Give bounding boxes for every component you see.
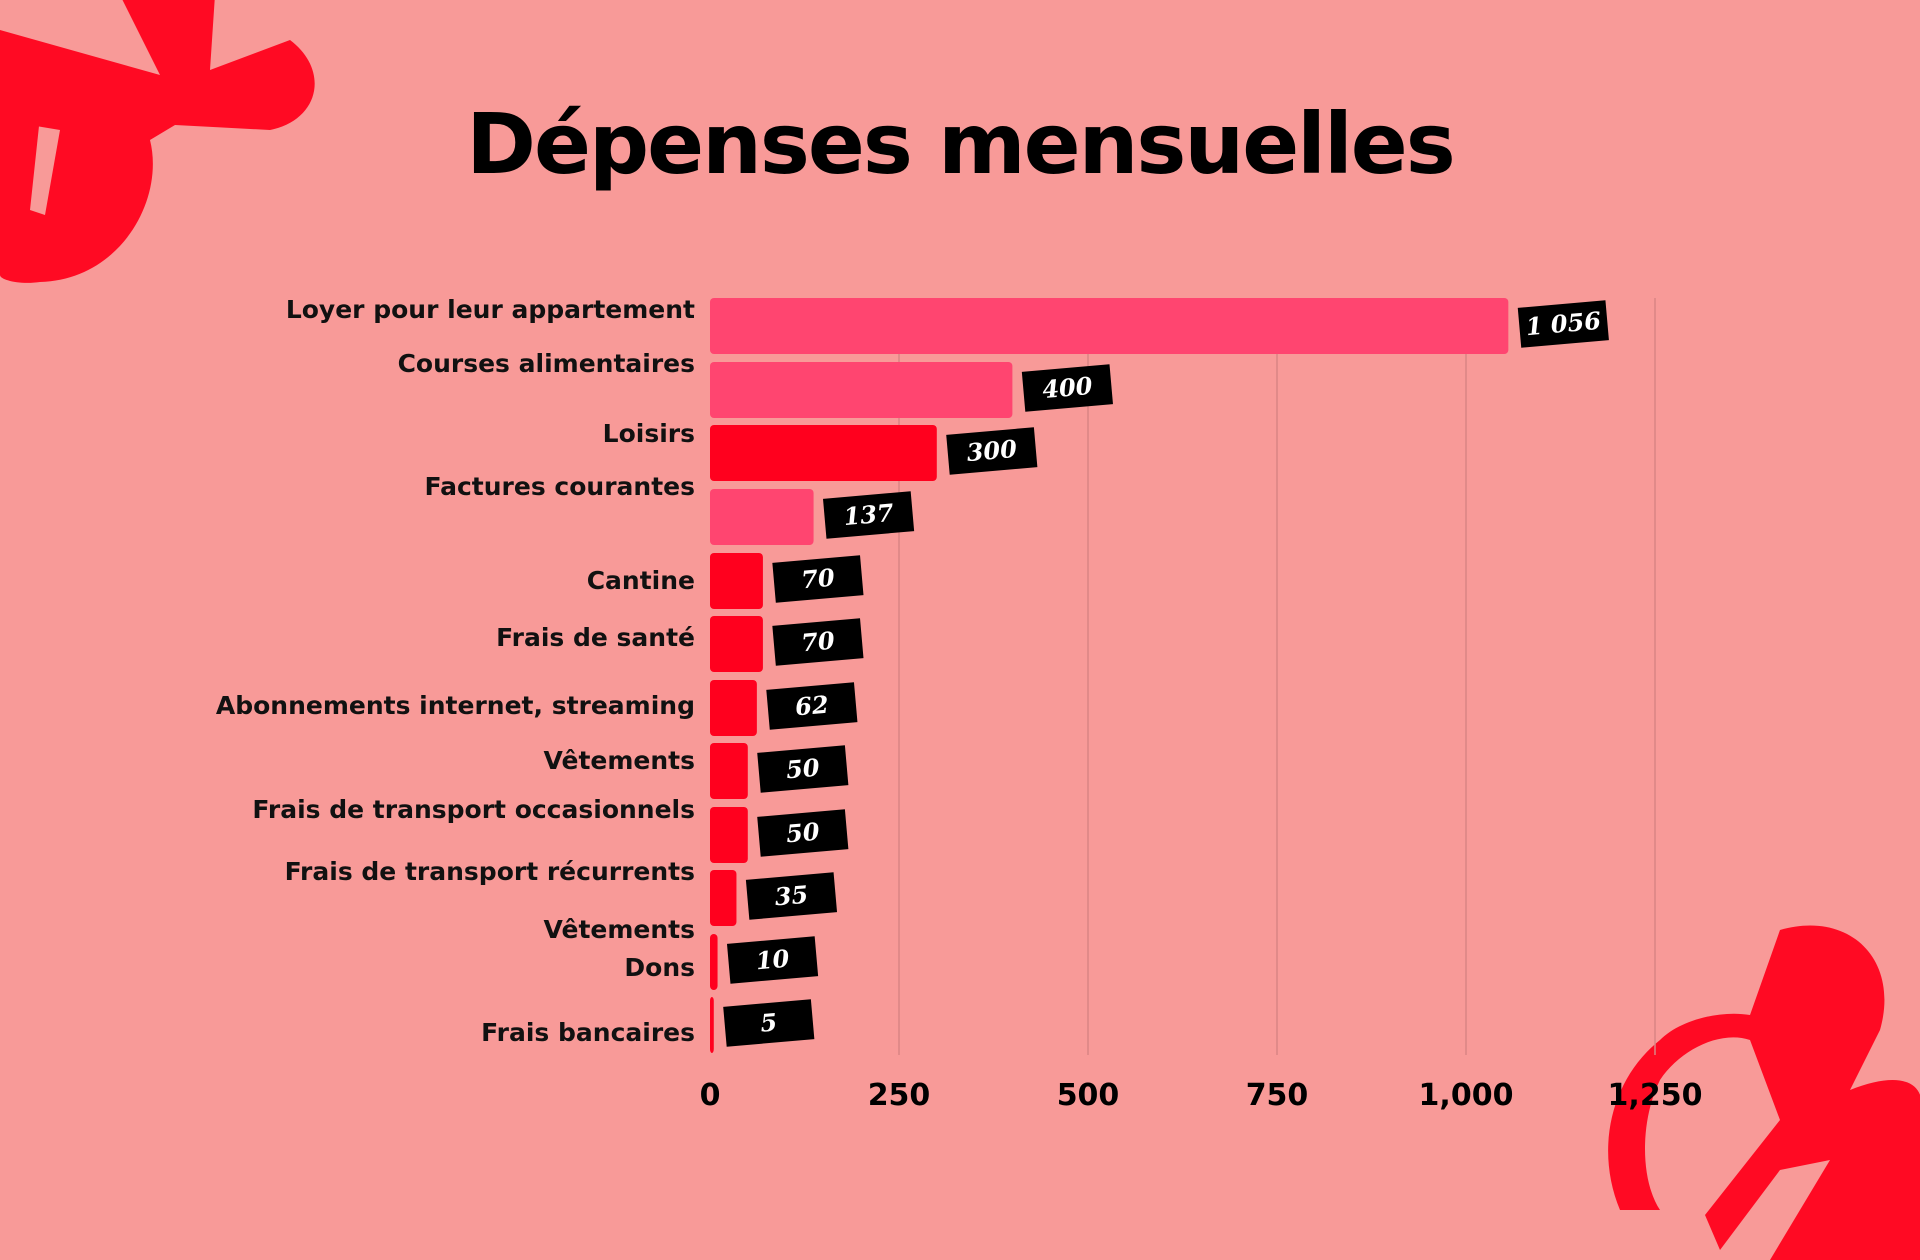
- bar-5: [710, 616, 763, 672]
- value-box-5: [772, 618, 864, 666]
- value-box-2: [946, 427, 1038, 475]
- value-label-8: 50: [785, 817, 821, 849]
- category-label-extra-0: Vêtements: [544, 915, 695, 944]
- bar-3: [710, 489, 814, 545]
- value-tag-2: 300: [946, 427, 1038, 475]
- category-label-8: Frais de transport occasionnels: [252, 795, 695, 824]
- value-tag-9: 35: [745, 872, 838, 920]
- grid-lines: [898, 298, 1656, 1055]
- category-label-11: Frais bancaires: [481, 1018, 695, 1047]
- bar-0: [710, 298, 1509, 354]
- value-tag-8: 50: [757, 809, 849, 857]
- decoration-top-left: [0, 0, 315, 283]
- value-tag-5: 70: [772, 618, 864, 666]
- category-label-6: Abonnements internet, streaming: [216, 691, 695, 720]
- value-box-7: [757, 745, 849, 793]
- category-labels: Loyer pour leur appartement Courses alime…: [216, 295, 695, 1047]
- bar-11: [710, 997, 714, 1053]
- value-box-11: [723, 999, 815, 1047]
- value-tag-11: 5: [723, 999, 815, 1047]
- value-box-10: [726, 936, 819, 984]
- category-label-7: Vêtements: [544, 746, 695, 775]
- value-label-6: 62: [794, 690, 830, 722]
- x-tick-label-0: 0: [700, 1078, 721, 1113]
- value-box-1: [1021, 364, 1113, 412]
- value-box-0: [1517, 300, 1609, 348]
- value-label-9: 35: [774, 880, 810, 912]
- bar-7: [710, 743, 748, 799]
- value-label-3: 137: [842, 498, 895, 531]
- x-axis-ticks: 0 250 500 750 1,000 1,250: [700, 1078, 1703, 1113]
- value-label-4: 70: [800, 563, 836, 595]
- value-label-2: 300: [966, 434, 1019, 467]
- value-box-6: [766, 682, 858, 730]
- value-tag-10: 10: [726, 936, 819, 984]
- value-tag-1: 400: [1021, 364, 1113, 412]
- bar-4: [710, 553, 763, 609]
- bar-6: [710, 680, 757, 736]
- bar-8: [710, 807, 748, 863]
- category-label-0: Loyer pour leur appartement: [286, 295, 695, 324]
- value-label-5: 70: [800, 626, 836, 658]
- value-label-11: 5: [759, 1007, 778, 1037]
- bars: [710, 298, 1509, 1053]
- value-label-10: 10: [755, 944, 791, 976]
- x-tick-label-4: 1,000: [1419, 1078, 1514, 1113]
- bar-9: [710, 870, 737, 926]
- x-tick-label-5: 1,250: [1608, 1078, 1703, 1113]
- category-label-9: Frais de transport récurrents: [285, 857, 695, 886]
- category-label-3: Factures courantes: [425, 472, 696, 501]
- value-box-3: [822, 491, 915, 539]
- bar-2: [710, 425, 937, 481]
- value-tag-3: 137: [822, 491, 915, 539]
- category-label-10: Dons: [624, 953, 695, 982]
- chart-title: Dépenses mensuelles: [466, 95, 1455, 193]
- value-tag-6: 62: [766, 682, 858, 730]
- bar-1: [710, 362, 1013, 418]
- value-tag-0: 1 056: [1517, 300, 1609, 348]
- x-tick-label-3: 750: [1246, 1078, 1309, 1113]
- value-label-7: 50: [785, 753, 821, 785]
- category-label-5: Frais de santé: [496, 623, 695, 652]
- category-label-1: Courses alimentaires: [398, 349, 695, 378]
- value-tag-4: 70: [772, 555, 864, 603]
- value-box-9: [745, 872, 838, 920]
- value-box-4: [772, 555, 864, 603]
- value-box-8: [757, 809, 849, 857]
- value-label-0: 1 056: [1525, 306, 1603, 341]
- value-tag-7: 50: [757, 745, 849, 793]
- decoration-bottom-right: [1608, 925, 1920, 1260]
- category-label-2: Loisirs: [603, 419, 695, 448]
- x-tick-label-2: 500: [1057, 1078, 1120, 1113]
- bar-10: [710, 934, 718, 990]
- x-tick-label-1: 250: [868, 1078, 931, 1113]
- category-label-4: Cantine: [587, 566, 695, 595]
- value-label-1: 400: [1041, 371, 1094, 404]
